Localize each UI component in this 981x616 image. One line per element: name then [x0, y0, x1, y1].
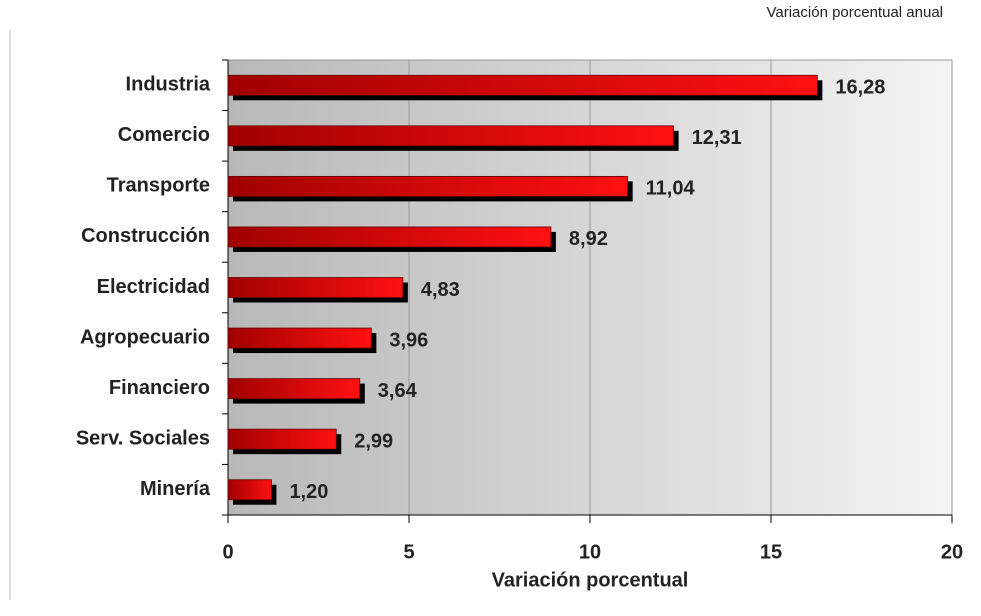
x-axis-label: Variación porcentual	[492, 569, 689, 591]
subtitle: Variación porcentual anual	[766, 4, 943, 21]
bar	[227, 277, 404, 298]
x-tick-label: 0	[222, 541, 233, 563]
value-label: 3,64	[378, 380, 418, 402]
y-tick-label: Electricidad	[97, 276, 210, 298]
value-label: 4,83	[421, 279, 460, 301]
x-tick-label: 20	[941, 541, 963, 563]
x-tick-label: 5	[403, 541, 414, 563]
y-tick-label: Agropecuario	[80, 326, 210, 348]
bar	[227, 125, 675, 147]
value-label: 12,31	[692, 127, 742, 149]
y-tick-label: Transporte	[107, 175, 210, 197]
value-label: 1,20	[289, 481, 328, 503]
y-tick-label: Construcción	[81, 225, 210, 247]
x-tick-label: 10	[579, 541, 601, 563]
value-label: 3,96	[389, 329, 428, 351]
bar	[227, 378, 361, 400]
bar	[227, 226, 552, 248]
bar	[227, 175, 629, 197]
bar	[227, 327, 372, 349]
bar	[227, 74, 818, 96]
y-tick-label: Financiero	[109, 377, 210, 399]
y-tick-label: Serv. Sociales	[76, 427, 210, 449]
value-label: 16,28	[835, 77, 885, 99]
value-label: 8,92	[569, 228, 608, 250]
bar	[227, 479, 272, 501]
x-tick-label: 15	[760, 541, 782, 563]
y-tick-label: Minería	[140, 478, 211, 500]
y-tick-label: Industria	[126, 74, 211, 96]
y-tick-label: Comercio	[118, 124, 210, 146]
value-label: 2,99	[354, 430, 393, 452]
bar	[227, 428, 337, 450]
value-label: 11,04	[646, 178, 696, 200]
